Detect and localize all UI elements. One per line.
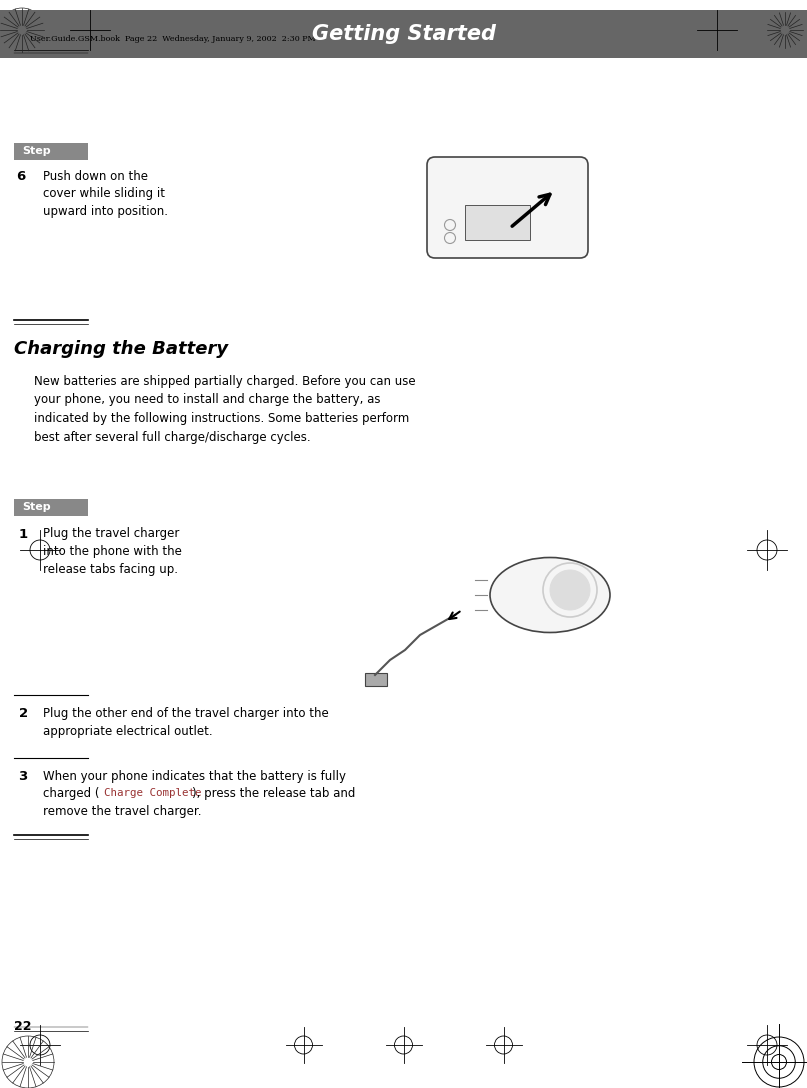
Text: Push down on the: Push down on the: [43, 170, 148, 183]
Ellipse shape: [490, 557, 610, 632]
Text: into the phone with the: into the phone with the: [43, 545, 182, 558]
Text: Step: Step: [23, 146, 51, 157]
Text: indicated by the following instructions. Some batteries perform: indicated by the following instructions.…: [35, 412, 410, 425]
Text: Getting Started: Getting Started: [312, 24, 495, 44]
Text: 3: 3: [19, 770, 27, 783]
Text: appropriate electrical outlet.: appropriate electrical outlet.: [43, 725, 212, 738]
Text: User.Guide.GSM.book  Page 22  Wednesday, January 9, 2002  2:30 PM: User.Guide.GSM.book Page 22 Wednesday, J…: [30, 35, 315, 44]
Circle shape: [17, 25, 27, 35]
Circle shape: [550, 570, 590, 610]
Text: 2: 2: [19, 707, 27, 720]
Bar: [365, 673, 387, 687]
Text: 22: 22: [15, 1019, 32, 1033]
Bar: [465, 205, 530, 240]
Text: upward into position.: upward into position.: [43, 205, 168, 218]
Text: Plug the travel charger: Plug the travel charger: [43, 528, 179, 541]
Text: Step: Step: [23, 503, 51, 512]
Text: your phone, you need to install and charge the battery, as: your phone, you need to install and char…: [35, 394, 381, 407]
Text: cover while sliding it: cover while sliding it: [43, 187, 165, 200]
Text: charged (: charged (: [43, 788, 99, 801]
Text: release tabs facing up.: release tabs facing up.: [43, 562, 178, 576]
Text: ), press the release tab and: ), press the release tab and: [193, 788, 356, 801]
Text: remove the travel charger.: remove the travel charger.: [43, 805, 201, 818]
Text: Charge Complete: Charge Complete: [104, 788, 202, 798]
Bar: [0, 10, 807, 58]
Text: 1: 1: [19, 528, 27, 541]
Bar: [15, 143, 87, 160]
Text: Plug the other end of the travel charger into the: Plug the other end of the travel charger…: [43, 707, 328, 720]
Text: When your phone indicates that the battery is fully: When your phone indicates that the batte…: [43, 770, 345, 783]
Text: Charging the Battery: Charging the Battery: [15, 341, 228, 358]
Text: New batteries are shipped partially charged. Before you can use: New batteries are shipped partially char…: [35, 375, 416, 388]
Circle shape: [780, 25, 790, 35]
Bar: [15, 499, 87, 516]
FancyBboxPatch shape: [427, 157, 588, 258]
Text: best after several full charge/discharge cycles.: best after several full charge/discharge…: [35, 431, 312, 444]
Circle shape: [23, 1058, 33, 1067]
Text: 6: 6: [16, 170, 26, 183]
